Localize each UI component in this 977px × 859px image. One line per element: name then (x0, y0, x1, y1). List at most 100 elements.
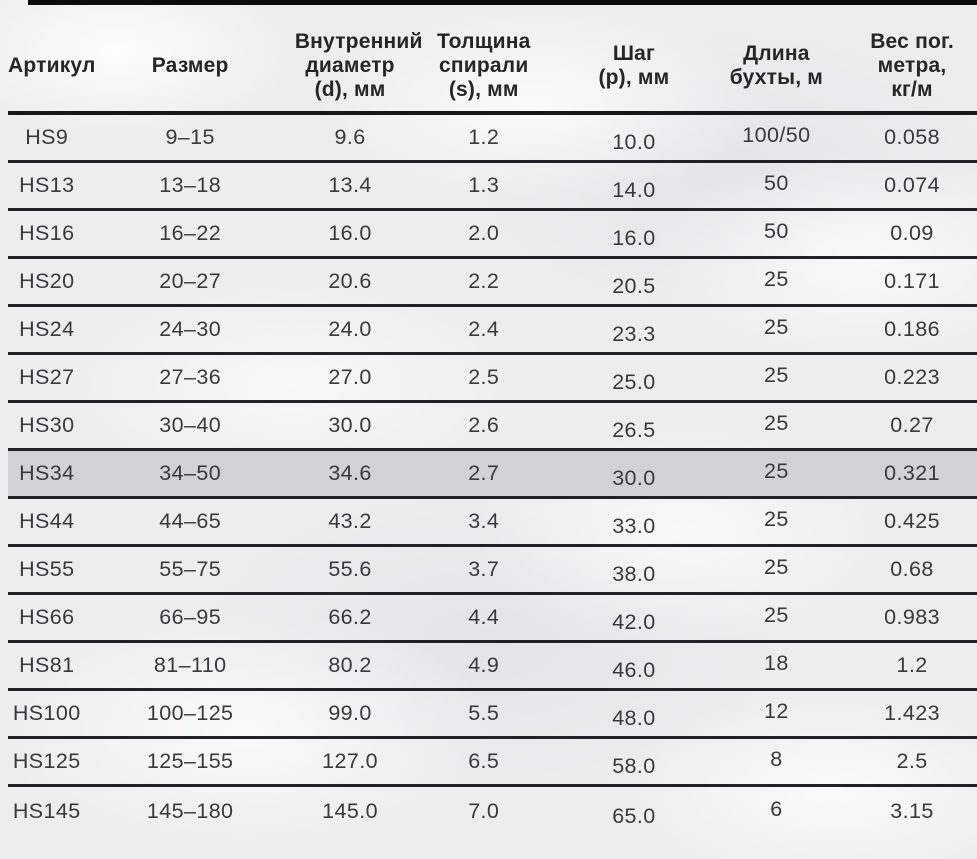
cell-size: 44–65 (159, 509, 222, 533)
col-header-coil-length: Длина бухты, м (706, 42, 847, 90)
table-row: HS100 100–125 99.0 5.5 48.0 12 1.423 (8, 691, 977, 739)
cell-coil-length: 6 (770, 796, 783, 821)
cell-coil-length: 100/50 (742, 123, 811, 147)
cell-article: HS16 (19, 221, 75, 245)
cell-spiral-thickness: 7.0 (468, 798, 500, 823)
cell-article: HS24 (19, 317, 75, 341)
cell-inner-diameter: 99.0 (328, 701, 372, 725)
cell-inner-diameter: 20.6 (328, 269, 372, 293)
cell-spiral-thickness: 4.4 (468, 605, 500, 629)
cell-size: 55–75 (159, 557, 222, 581)
cell-article: HS145 (12, 798, 81, 823)
table-row: HS20 20–27 20.6 2.2 20.5 25 0.171 (8, 259, 977, 307)
cell-coil-length: 25 (764, 603, 789, 627)
col-header-line: Толщина (436, 30, 531, 54)
table-body: HS9 9–15 9.6 1.2 10.0 100/50 0.058 HS13 13–18 13.… (8, 115, 977, 835)
cell-size: 13–18 (159, 173, 222, 197)
cell-inner-diameter: 80.2 (328, 653, 372, 677)
cell-coil-length: 25 (764, 315, 789, 339)
col-header-inner-diameter: Внутренний диаметр (d), мм (294, 30, 423, 102)
cell-size: 24–30 (159, 317, 222, 341)
cell-coil-length: 12 (764, 699, 789, 723)
cell-spiral-thickness: 3.7 (468, 557, 500, 581)
cell-article: HS44 (19, 509, 75, 533)
cell-size: 81–110 (153, 653, 227, 677)
cell-spiral-thickness: 1.3 (468, 173, 500, 197)
cell-spiral-thickness: 5.5 (468, 701, 500, 725)
cell-size: 30–40 (159, 413, 222, 437)
cell-pitch: 48.0 (612, 706, 656, 730)
cell-coil-length: 18 (764, 651, 789, 675)
col-header-line: (p), мм (598, 66, 670, 89)
col-header-article: Артикул (8, 54, 96, 78)
cell-size: 66–95 (159, 605, 222, 629)
cell-article: HS125 (12, 749, 81, 773)
col-header-weight: Вес пог. метра, кг/м (847, 30, 977, 102)
cell-pitch: 23.3 (612, 322, 656, 346)
cell-inner-diameter: 145.0 (322, 798, 378, 823)
cell-article: HS34 (19, 461, 75, 485)
cell-coil-length: 25 (764, 459, 789, 483)
cell-pitch: 16.0 (612, 226, 656, 250)
cell-inner-diameter: 13.4 (328, 173, 372, 197)
col-header-line: Длина (743, 42, 810, 66)
col-header-line: Артикул (8, 54, 96, 78)
table-row: HS55 55–75 55.6 3.7 38.0 25 0.68 (8, 547, 977, 595)
cell-size: 145–180 (146, 798, 234, 823)
cell-weight: 0.171 (884, 269, 940, 293)
table-row: HS27 27–36 27.0 2.5 25.0 25 0.223 (8, 355, 977, 403)
cell-coil-length: 25 (764, 411, 789, 435)
table-row: HS81 81–110 80.2 4.9 46.0 18 1.2 (8, 643, 977, 691)
col-header-size: Размер (86, 54, 295, 78)
cell-size: 16–22 (159, 221, 222, 245)
cell-spiral-thickness: 1.2 (468, 125, 500, 149)
col-header-line: Внутренний (294, 30, 423, 54)
col-header-line: метра, (877, 54, 947, 78)
cell-inner-diameter: 55.6 (328, 557, 372, 581)
cell-size: 9–15 (165, 125, 215, 149)
cell-weight: 0.223 (884, 365, 940, 389)
cell-spiral-thickness: 4.9 (468, 653, 500, 677)
table-row: HS66 66–95 66.2 4.4 42.0 25 0.983 (8, 595, 977, 643)
table-header-row: Артикул Размер Внутренний диаметр (d), мм Тол… (8, 5, 977, 115)
cell-article: HS30 (19, 413, 75, 437)
cell-article: HS13 (19, 173, 75, 197)
table-row: HS24 24–30 24.0 2.4 23.3 25 0.186 (8, 307, 977, 355)
cell-inner-diameter: 34.6 (328, 461, 372, 485)
col-header-line: Размер (151, 54, 229, 78)
table-row: HS30 30–40 30.0 2.6 26.5 25 0.27 (8, 403, 977, 451)
cell-pitch: 26.5 (612, 418, 656, 442)
cell-article: HS66 (19, 605, 75, 629)
col-header-pitch: Шаг (p), мм (562, 42, 705, 90)
cell-size: 100–125 (146, 701, 234, 725)
cell-pitch: 14.0 (612, 178, 656, 202)
cell-coil-length: 25 (764, 363, 789, 387)
col-header-line: спирали (439, 54, 529, 78)
cell-size: 27–36 (159, 365, 222, 389)
cell-inner-diameter: 30.0 (328, 413, 372, 437)
cell-pitch: 38.0 (612, 562, 656, 586)
cell-spiral-thickness: 2.2 (468, 269, 500, 293)
cell-spiral-thickness: 2.0 (468, 221, 500, 245)
cell-pitch: 10.0 (612, 130, 656, 154)
cell-spiral-thickness: 6.5 (468, 749, 500, 773)
cell-weight: 0.425 (884, 509, 940, 533)
col-header-line: Вес пог. (870, 30, 954, 54)
cell-size: 20–27 (159, 269, 222, 293)
cell-inner-diameter: 127.0 (322, 749, 378, 773)
cell-pitch: 65.0 (612, 803, 656, 828)
cell-weight: 1.423 (884, 701, 940, 725)
cell-weight: 0.186 (884, 317, 940, 341)
col-header-line: Шаг (612, 42, 655, 66)
cell-spiral-thickness: 2.7 (468, 461, 500, 485)
cell-coil-length: 25 (764, 267, 789, 291)
cell-size: 34–50 (159, 461, 222, 485)
cell-pitch: 20.5 (612, 274, 656, 298)
cell-weight: 3.15 (890, 798, 934, 823)
col-header-line: (d), мм (314, 77, 386, 101)
cell-article: HS9 (25, 125, 69, 149)
cell-article: HS27 (19, 365, 75, 389)
cell-inner-diameter: 24.0 (328, 317, 372, 341)
spec-table: Артикул Размер Внутренний диаметр (d), мм Тол… (8, 5, 977, 835)
cell-coil-length: 8 (770, 747, 783, 771)
